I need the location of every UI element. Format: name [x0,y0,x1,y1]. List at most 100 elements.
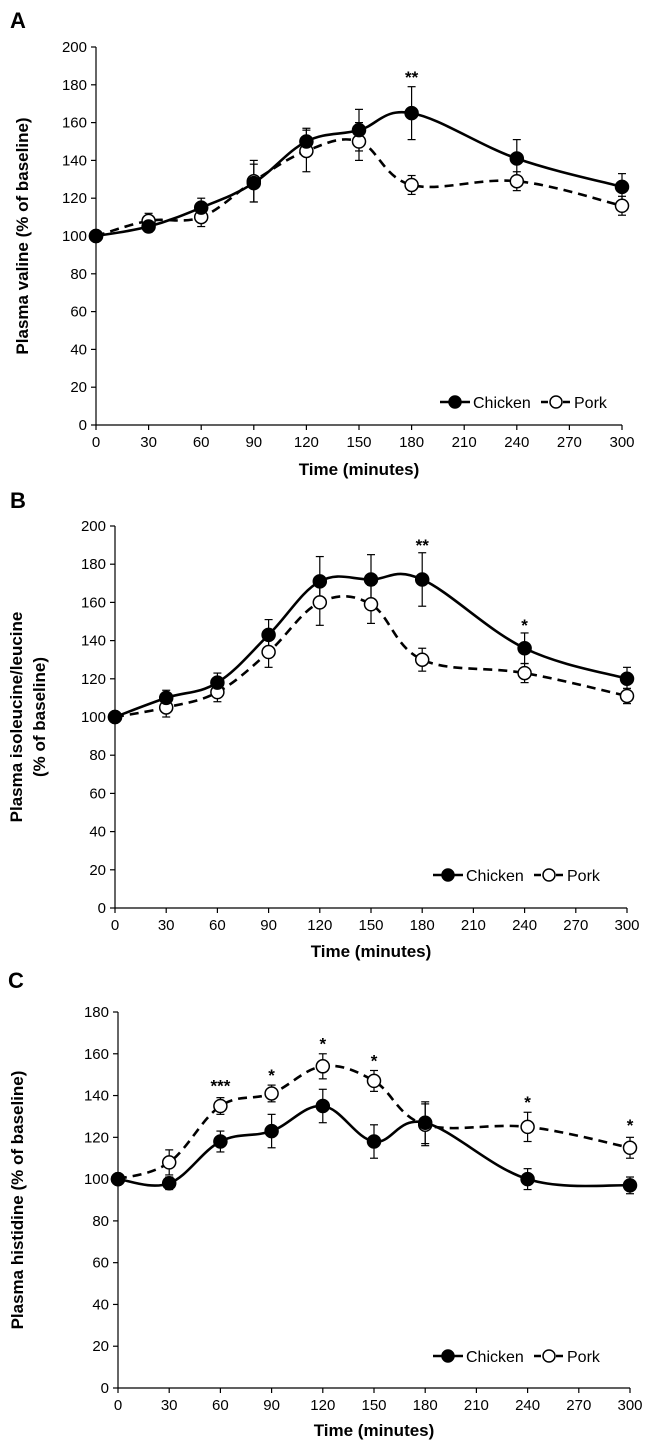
x-tick-label: 300 [609,434,634,451]
panel-c: C 0 20 40 60 80 100 120 140 160 180 0 30 60 90 120 150 18… [0,968,651,1443]
y-tick-label: 20 [70,379,87,396]
significance-marker: * [627,1116,634,1135]
series-line-pork [117,1064,631,1181]
x-tick-label: 120 [310,1397,335,1414]
panel-b: B 0 20 40 60 80 100 120 140 160 180 200 0 30 60 90 120 15… [0,488,651,970]
panel-letter: A [10,8,26,33]
chart-c: C 0 20 40 60 80 100 120 140 160 180 0 30 60 90 120 150 18… [8,968,643,1440]
data-point-chicken [509,151,525,166]
legend-label-chicken: Chicken [466,868,524,885]
series-line-pork [114,594,628,719]
data-point-chicken [261,627,276,643]
y-tick-label: 20 [92,1338,109,1355]
x-tick-label: 60 [193,434,210,451]
data-point-pork [261,644,276,660]
x-tick-label: 0 [111,917,119,934]
significance-marker: * [371,1051,378,1070]
data-point-pork [213,1098,228,1114]
x-tick-label: 30 [161,1397,178,1414]
significance-marker: * [319,1035,326,1054]
y-tick-label: 140 [84,1088,109,1105]
data-point-chicken [517,640,532,656]
x-tick-label: 270 [557,434,582,451]
series-line-chicken [117,1104,631,1188]
data-point-pork [517,665,532,681]
data-point-chicken [351,122,367,138]
y-tick-label: 100 [62,228,87,245]
data-point-pork [619,688,635,704]
legend-marker-chicken [448,395,462,409]
x-tick-label: 210 [461,917,486,934]
y-axis-title: Plasma histidine (% of baseline) [8,1071,27,1330]
data-point-pork [161,1155,177,1170]
data-point-chicken [520,1171,535,1187]
x-tick-label: 90 [263,1397,280,1414]
data-point-chicken [210,675,225,690]
y-tick-label: 120 [62,190,87,207]
y-tick-label: 200 [81,518,106,535]
x-tick-label: 150 [358,917,383,934]
data-point-pork [414,652,430,667]
data-point-chicken [622,1178,638,1193]
x-tick-label: 60 [209,917,226,934]
data-point-pork [315,1059,331,1074]
significance-marker: ** [416,536,430,555]
series-line-chicken [114,572,628,719]
chart-b: B 0 20 40 60 80 100 120 140 160 180 200 0 30 60 90 120 15… [7,488,640,961]
x-tick-label: 30 [140,434,157,451]
legend-marker-pork [542,868,556,882]
y-tick-label: 80 [89,747,106,764]
y-axis-title: Plasma isoleucine/leucine [7,612,26,823]
data-point-chicken [299,134,314,149]
y-axis-title: Plasma valine (% of baseline) [13,117,32,354]
data-point-chicken [619,671,635,687]
significance-marker: ** [405,68,419,87]
data-point-pork [312,595,328,610]
y-tick-label: 160 [81,594,106,611]
y-tick-label: 180 [62,77,87,94]
significance-marker: * [521,616,528,635]
x-tick-label: 210 [452,434,477,451]
significance-marker: * [268,1066,275,1085]
data-point-pork [614,198,630,214]
y-tick-label: 140 [81,633,106,650]
data-point-pork [363,597,379,612]
data-point-chicken [417,1115,433,1130]
y-tick-label: 140 [62,152,87,169]
y-tick-label: 100 [84,1171,109,1188]
x-tick-label: 60 [212,1397,229,1414]
data-point-pork [264,1086,279,1101]
legend-marker-chicken [441,868,455,882]
significance-marker: *** [210,1076,230,1095]
x-tick-label: 90 [260,917,277,934]
legend-label-pork: Pork [574,395,608,412]
x-tick-label: 120 [307,917,332,934]
y-tick-label: 180 [81,556,106,573]
y-tick-label: 200 [62,39,87,56]
y-tick-label: 80 [92,1213,109,1230]
x-tick-label: 300 [614,917,639,934]
y-tick-label: 40 [92,1296,109,1313]
legend-label-chicken: Chicken [473,395,531,412]
y-tick-label: 40 [89,824,106,841]
legend-label-pork: Pork [567,868,601,885]
chart-a: A 0 20 40 60 80 100 120 140 160 180 200 0 30 60 90 120 15… [10,8,635,479]
legend-label-pork: Pork [567,1349,601,1366]
legend-marker-pork [549,395,563,409]
data-point-chicken [141,219,156,234]
y-tick-label: 160 [84,1046,109,1063]
data-point-chicken [264,1123,279,1139]
x-tick-label: 270 [563,917,588,934]
x-tick-label: 270 [566,1397,591,1414]
x-tick-label: 180 [399,434,424,451]
data-point-chicken [158,690,174,706]
y-tick-label: 0 [98,900,106,917]
y-tick-label: 100 [81,709,106,726]
x-tick-label: 0 [114,1397,122,1414]
data-point-chicken [312,574,328,589]
data-point-chicken [363,572,379,587]
x-tick-label: 30 [158,917,175,934]
x-tick-label: 90 [245,434,262,451]
data-point-pork [404,177,419,193]
y-tick-label: 0 [101,1380,109,1397]
